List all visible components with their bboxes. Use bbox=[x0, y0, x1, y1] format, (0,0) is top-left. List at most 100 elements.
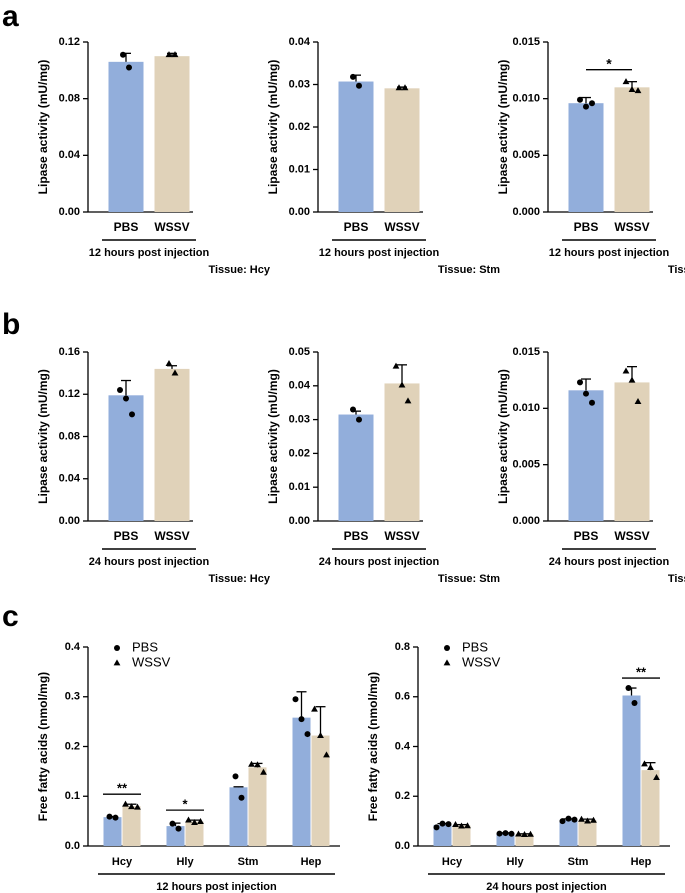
data-point bbox=[502, 830, 509, 837]
data-point bbox=[106, 813, 113, 820]
data-point bbox=[584, 817, 591, 824]
y-tick-label: 0.4 bbox=[395, 740, 411, 752]
bar bbox=[578, 820, 597, 846]
data-point bbox=[589, 100, 595, 107]
y-tick-label: 0.0 bbox=[395, 840, 410, 852]
data-point bbox=[171, 51, 179, 58]
data-point bbox=[559, 818, 566, 825]
bar bbox=[641, 770, 660, 846]
y-axis-label: Lipase activity (mU/mg) bbox=[36, 60, 50, 195]
data-point bbox=[395, 84, 403, 91]
data-point bbox=[433, 824, 440, 831]
x-tick-label: PBS bbox=[114, 220, 139, 234]
bar bbox=[248, 767, 267, 846]
data-point bbox=[298, 716, 305, 723]
y-tick-label: 0.12 bbox=[59, 388, 80, 400]
bar bbox=[515, 834, 534, 846]
data-point bbox=[647, 764, 654, 771]
y-tick-label: 0.010 bbox=[512, 402, 540, 414]
data-point bbox=[641, 760, 648, 767]
bar bbox=[384, 383, 420, 521]
data-point bbox=[123, 395, 129, 402]
y-axis-label: Lipase activity (mU/mg) bbox=[496, 369, 510, 504]
group-label: 12 hours post injection bbox=[89, 247, 210, 259]
legend-label: PBS bbox=[132, 639, 158, 654]
y-tick-label: 0.2 bbox=[65, 740, 80, 752]
data-point bbox=[323, 751, 330, 758]
y-tick-label: 0.08 bbox=[59, 93, 80, 105]
data-point bbox=[317, 731, 324, 738]
tissue-label: Tissue: Stm bbox=[438, 573, 500, 585]
x-tick-label: Stm bbox=[568, 856, 589, 868]
group-label: 12 hours post injection bbox=[156, 881, 277, 893]
data-point bbox=[117, 387, 123, 394]
data-point bbox=[508, 830, 515, 837]
data-point bbox=[122, 800, 129, 807]
y-tick-label: 0.015 bbox=[512, 346, 540, 358]
y-tick-label: 0.04 bbox=[289, 380, 311, 392]
y-tick-label: 0.01 bbox=[289, 481, 310, 493]
data-point bbox=[248, 760, 255, 767]
data-point bbox=[589, 399, 595, 406]
data-point bbox=[260, 768, 267, 775]
y-axis-label: Free fatty acids (nmol/mg) bbox=[36, 672, 50, 821]
data-point bbox=[304, 731, 311, 738]
y-tick-label: 0.8 bbox=[395, 641, 410, 653]
data-point bbox=[452, 821, 459, 828]
data-point bbox=[191, 819, 198, 826]
x-tick-label: WSSV bbox=[614, 220, 649, 234]
data-point bbox=[169, 820, 176, 827]
data-point bbox=[622, 367, 630, 374]
data-point bbox=[625, 685, 632, 692]
bar bbox=[559, 819, 578, 846]
data-point bbox=[590, 816, 597, 823]
data-point bbox=[443, 659, 451, 666]
y-tick-label: 0.00 bbox=[59, 515, 80, 527]
y-axis-label: Lipase activity (mU/mg) bbox=[496, 60, 510, 195]
bar bbox=[292, 717, 311, 846]
y-tick-label: 0.00 bbox=[289, 206, 310, 218]
y-axis-label: Lipase activity (mU/mg) bbox=[266, 369, 280, 504]
bar bbox=[614, 87, 650, 212]
y-tick-label: 0.00 bbox=[59, 206, 80, 218]
bar bbox=[122, 806, 141, 846]
data-point bbox=[232, 773, 239, 780]
y-tick-label: 0.08 bbox=[59, 430, 80, 442]
data-point bbox=[171, 369, 179, 376]
data-point bbox=[464, 822, 471, 829]
y-axis-label: Free fatty acids (nmol/mg) bbox=[366, 672, 380, 821]
bar bbox=[103, 817, 122, 846]
bar bbox=[108, 395, 144, 521]
panel-label: c bbox=[2, 600, 19, 633]
y-tick-label: 0.3 bbox=[65, 691, 80, 703]
bar bbox=[568, 103, 604, 212]
x-tick-label: PBS bbox=[574, 220, 599, 234]
data-point bbox=[622, 78, 630, 85]
data-point bbox=[350, 406, 356, 413]
group-label: 24 hours post injection bbox=[319, 556, 440, 568]
y-tick-label: 0.1 bbox=[65, 790, 80, 802]
y-tick-label: 0.000 bbox=[512, 515, 540, 527]
y-tick-label: 0.010 bbox=[512, 93, 540, 105]
data-point bbox=[292, 696, 299, 703]
y-tick-label: 0.05 bbox=[289, 346, 310, 358]
x-tick-label: Hep bbox=[631, 856, 652, 868]
tissue-label: Tissue: Hcy bbox=[208, 573, 270, 585]
data-point bbox=[398, 381, 406, 388]
y-tick-label: 0.04 bbox=[59, 149, 81, 161]
data-point bbox=[134, 803, 141, 810]
data-point bbox=[571, 816, 578, 823]
data-point bbox=[653, 773, 660, 780]
data-point bbox=[496, 830, 503, 837]
data-point bbox=[404, 397, 412, 404]
data-point bbox=[165, 51, 173, 58]
tissue-label: Tissue: Hep bbox=[668, 573, 685, 585]
data-point bbox=[577, 379, 583, 386]
data-point bbox=[458, 822, 465, 829]
data-point bbox=[185, 816, 192, 823]
data-point bbox=[238, 794, 245, 801]
data-point bbox=[175, 825, 182, 832]
y-tick-label: 0.6 bbox=[395, 691, 410, 703]
legend-label: WSSV bbox=[462, 654, 501, 669]
y-tick-label: 0.2 bbox=[395, 790, 410, 802]
